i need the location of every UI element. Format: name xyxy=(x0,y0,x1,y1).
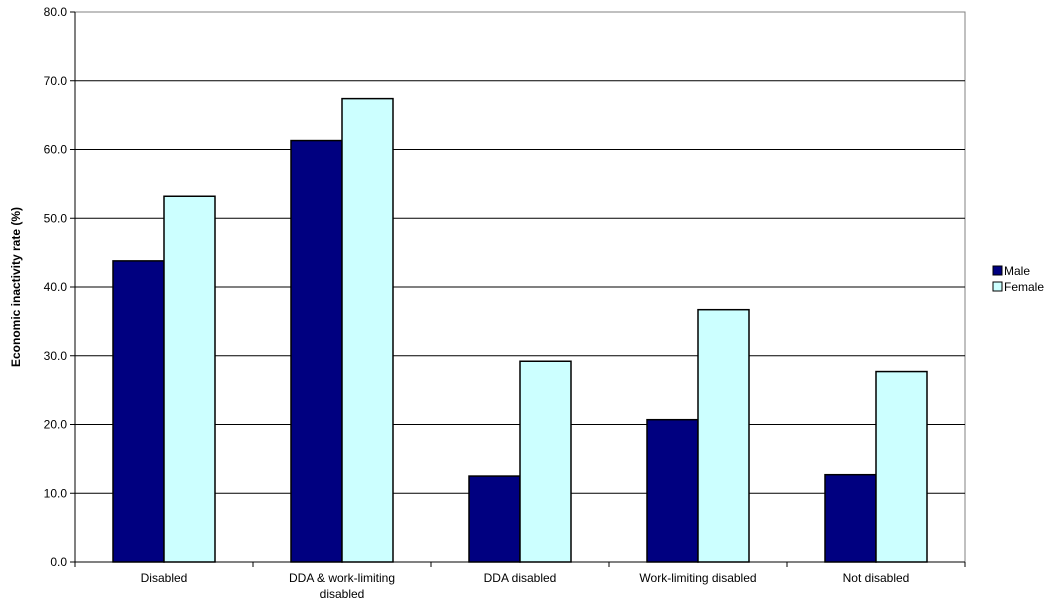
y-axis: 0.0 10.0 20.0 30.0 40.0 50.0 60.0 70.0 80.0 xyxy=(44,5,76,569)
bar-female-4 xyxy=(875,370,928,563)
y-tick-label: 40.0 xyxy=(44,280,68,294)
bars xyxy=(112,97,928,563)
y-tick-label: 20.0 xyxy=(44,418,68,432)
bar-female-2 xyxy=(519,360,572,563)
legend-swatch-female xyxy=(992,281,1003,292)
bar-female-3 xyxy=(697,308,750,563)
gridlines xyxy=(75,80,965,494)
x-tick-label: Work-limiting disabled xyxy=(639,571,756,585)
bar-male-3 xyxy=(646,418,699,563)
bar-male-1 xyxy=(290,139,343,563)
y-axis-title: Economic inactivity rate (%) xyxy=(9,207,23,367)
legend-label-male: Male xyxy=(1004,264,1030,278)
legend-swatch-male xyxy=(992,265,1003,276)
y-tick-label: 10.0 xyxy=(44,486,68,500)
bar-female-0 xyxy=(163,195,216,563)
x-tick-label: DDA disabled xyxy=(484,571,557,585)
x-tick-label: Disabled xyxy=(141,571,188,585)
bar-male-4 xyxy=(824,473,877,563)
x-tick-label: DDA & work-limiting xyxy=(289,571,395,585)
legend: Male Female xyxy=(992,264,1044,294)
bar-female-1 xyxy=(341,97,394,563)
y-tick-label: 60.0 xyxy=(44,143,68,157)
bar-male-0 xyxy=(112,260,165,563)
y-tick-label: 50.0 xyxy=(44,211,68,225)
bar-male-2 xyxy=(468,475,521,563)
y-tick-label: 30.0 xyxy=(44,349,68,363)
y-tick-label: 80.0 xyxy=(44,5,68,19)
x-axis: Disabled DDA & work-limiting disabled DDA d… xyxy=(74,561,966,601)
legend-label-female: Female xyxy=(1004,280,1044,294)
x-tick-label: Not disabled xyxy=(843,571,910,585)
y-tick-label: 70.0 xyxy=(44,74,68,88)
y-tick-label: 0.0 xyxy=(50,555,67,569)
x-tick-label: disabled xyxy=(320,587,365,601)
